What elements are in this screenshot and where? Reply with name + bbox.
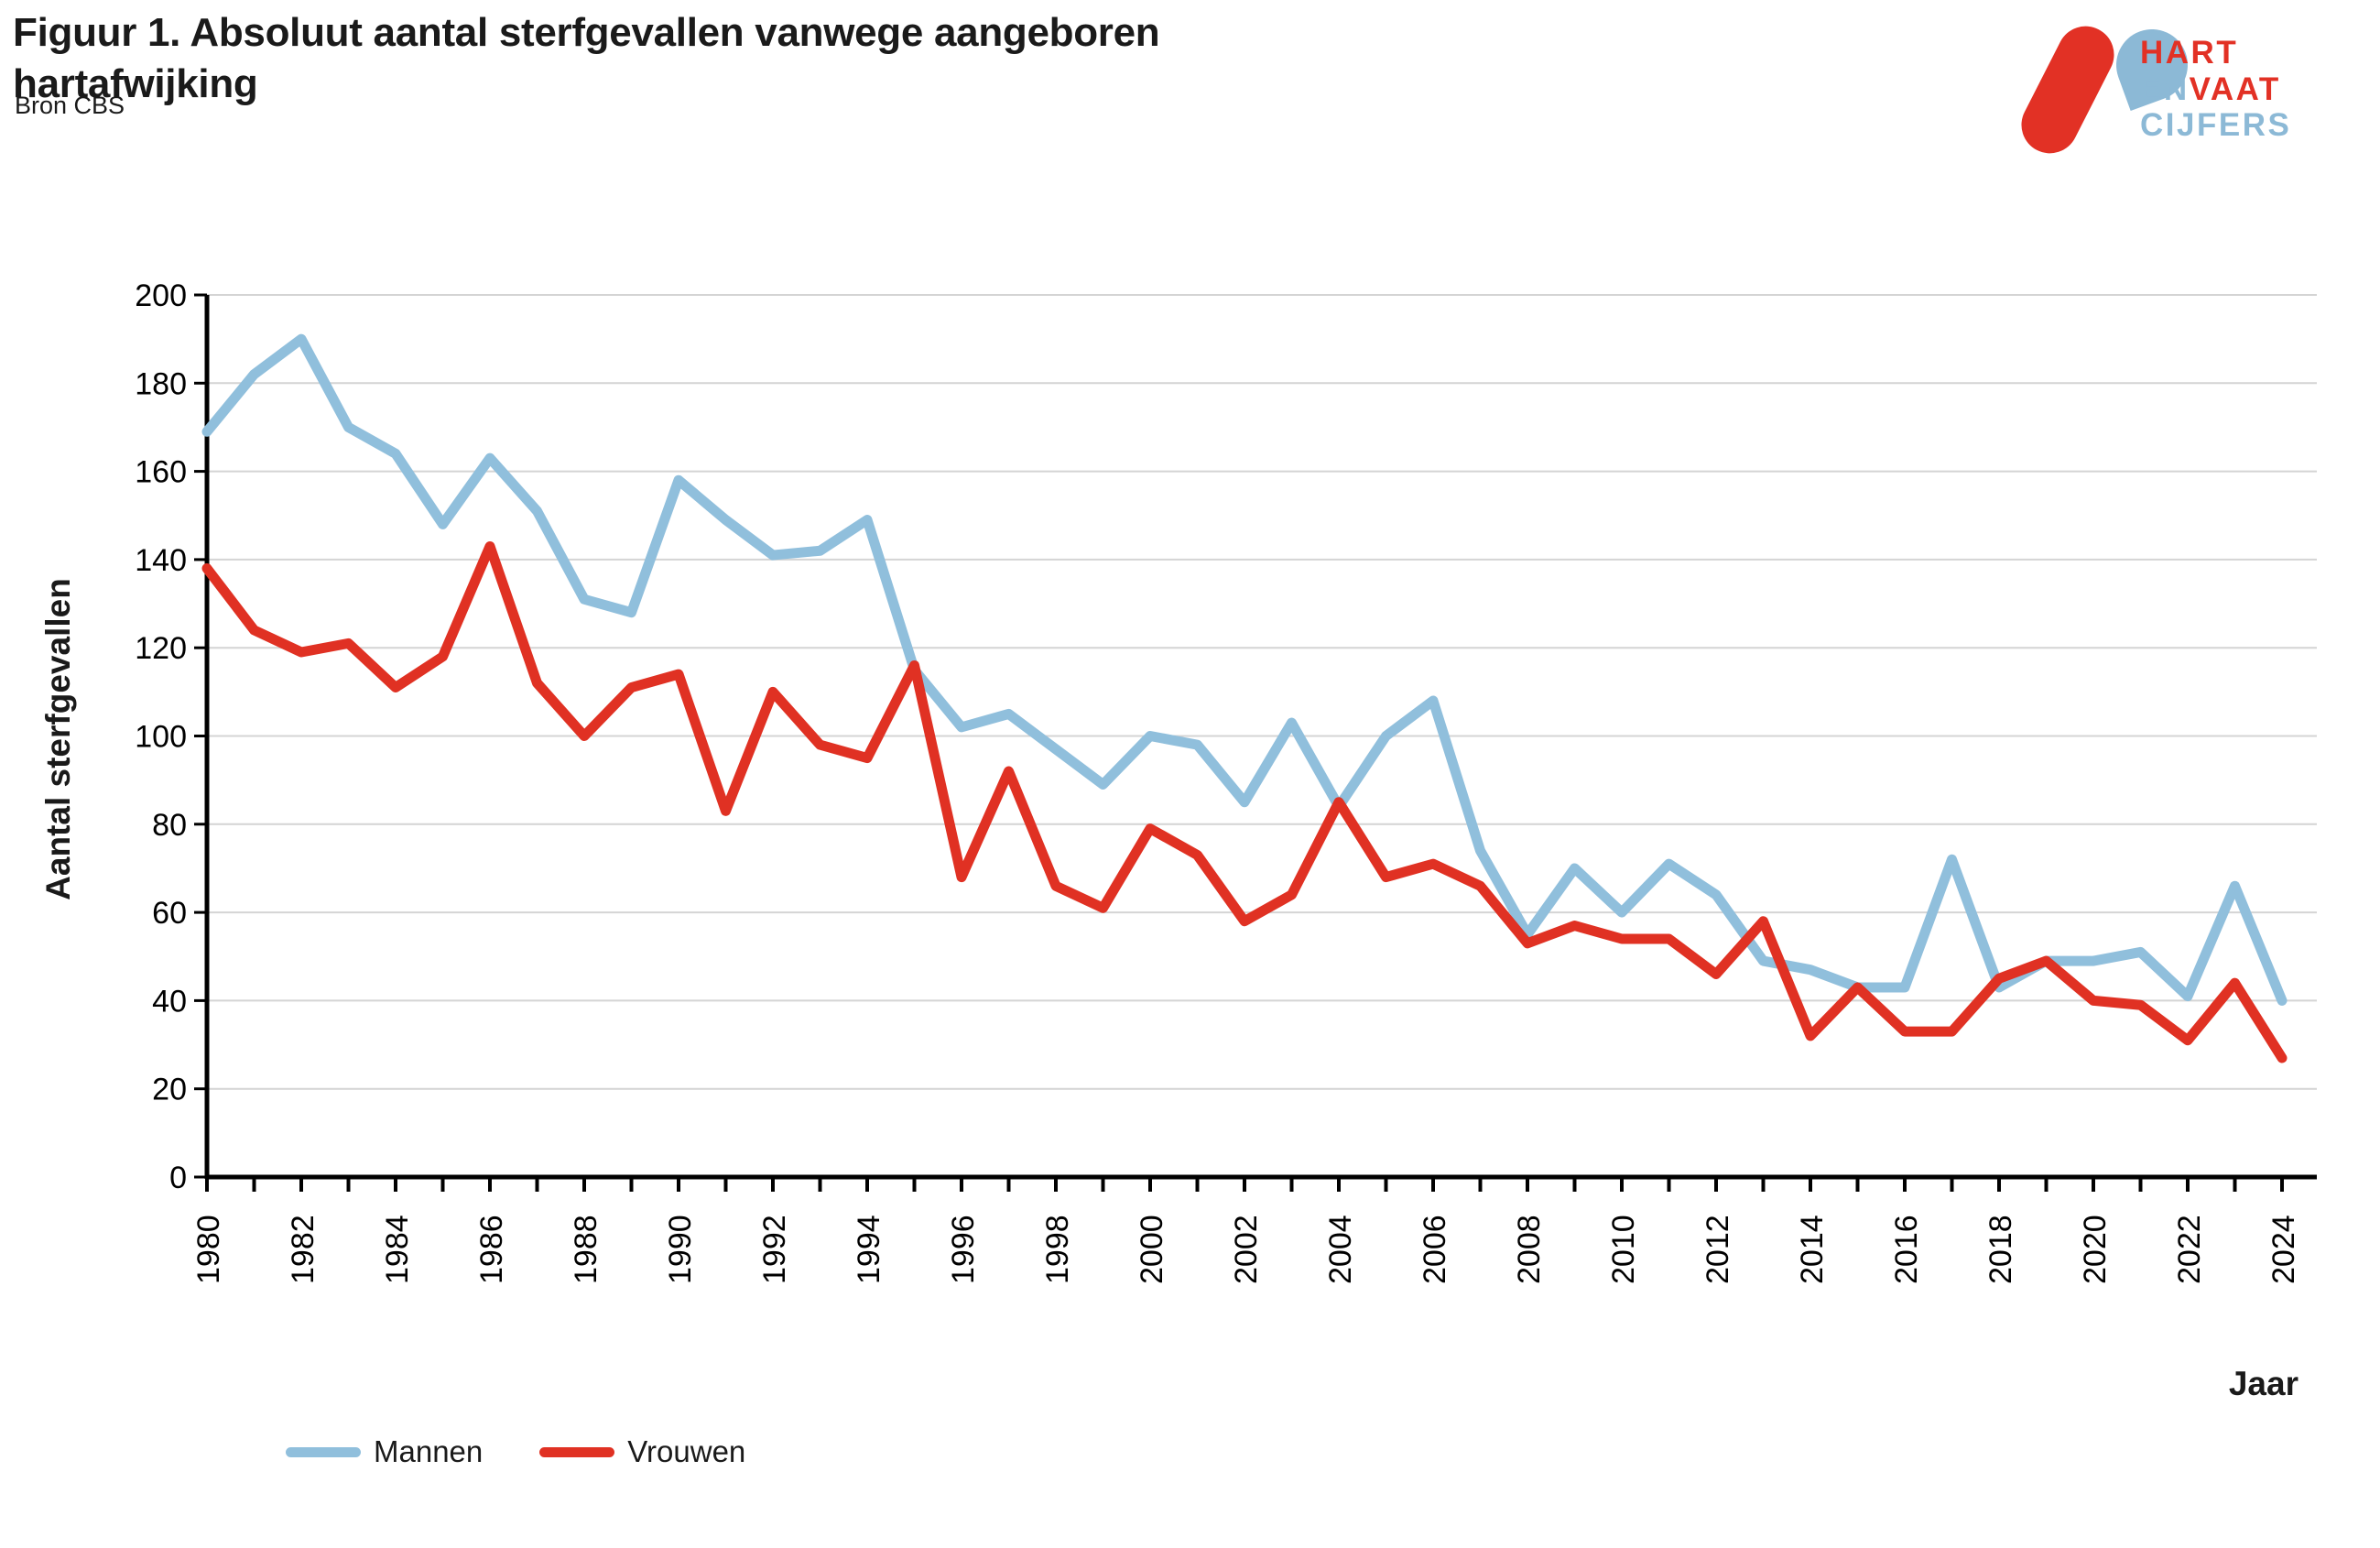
logo-word-en: EN xyxy=(2140,71,2190,107)
x-tick-label: 2016 xyxy=(1889,1215,1924,1284)
x-tick-label: 1988 xyxy=(569,1215,603,1284)
hartenvaatcijfers-logo: HART ENVAAT CIJFERS xyxy=(2010,16,2340,177)
x-tick-label: 2024 xyxy=(2266,1215,2301,1284)
x-tick-label: 1980 xyxy=(191,1215,226,1284)
logo-word-hart: HART xyxy=(2140,35,2239,71)
logo-word-cijfers: CIJFERS xyxy=(2140,107,2292,144)
series-line-mannen xyxy=(201,333,2288,1006)
x-tick-label: 1992 xyxy=(757,1215,792,1284)
x-tick-label: 1990 xyxy=(663,1215,698,1284)
y-tick-label: 20 xyxy=(152,1073,187,1107)
legend-label-mannen: Mannen xyxy=(374,1434,484,1468)
x-tick-label: 1998 xyxy=(1040,1215,1075,1284)
y-tick-label: 120 xyxy=(135,631,187,666)
page-title: Figuur 1. Absoluut aantal sterfgevallen … xyxy=(13,10,1160,107)
legend-label-vrouwen: Vrouwen xyxy=(627,1434,746,1468)
x-tick-label: 1984 xyxy=(380,1215,415,1284)
x-tick-label: 2004 xyxy=(1323,1215,1358,1284)
y-tick-label: 40 xyxy=(152,984,187,1019)
legend-swatch-vrouwen xyxy=(539,1446,615,1457)
legend: Mannen Vrouwen xyxy=(286,1434,745,1469)
x-tick-label: 2000 xyxy=(1135,1215,1169,1284)
y-tick-label: 180 xyxy=(135,366,187,401)
x-tick-label: 2010 xyxy=(1606,1215,1641,1284)
x-tick-label: 2006 xyxy=(1418,1215,1452,1284)
y-tick-label: 160 xyxy=(135,455,187,490)
y-tick-label: 60 xyxy=(152,896,187,931)
x-tick-label: 2014 xyxy=(1795,1215,1830,1284)
x-tick-label: 2002 xyxy=(1229,1215,1264,1284)
x-tick-label: 2012 xyxy=(1701,1215,1735,1284)
x-tick-label: 1986 xyxy=(474,1215,509,1284)
y-tick-label: 0 xyxy=(169,1161,187,1195)
legend-swatch-mannen xyxy=(286,1446,361,1457)
y-axis-title: Aantal sterfgevallen xyxy=(39,578,77,900)
source-label: Bron CBS xyxy=(15,92,125,119)
x-tick-label: 1996 xyxy=(946,1215,981,1284)
x-tick-label: 2018 xyxy=(1983,1215,2018,1284)
legend-item-mannen: Mannen xyxy=(286,1434,483,1469)
x-tick-label: 1982 xyxy=(286,1215,321,1284)
x-axis-title: Jaar xyxy=(2228,1365,2298,1402)
x-tick-label: 2022 xyxy=(2172,1215,2207,1284)
x-tick-label: 1994 xyxy=(852,1215,886,1284)
y-tick-label: 140 xyxy=(135,543,187,578)
series-line-vrouwen xyxy=(201,540,2288,1063)
x-tick-label: 2008 xyxy=(1512,1215,1547,1284)
y-tick-label: 200 xyxy=(135,278,187,313)
x-tick-label: 2020 xyxy=(2078,1215,2113,1284)
y-tick-label: 80 xyxy=(152,808,187,843)
logo-word-vaat: VAAT xyxy=(2189,71,2281,107)
legend-item-vrouwen: Vrouwen xyxy=(539,1434,745,1469)
y-tick-label: 100 xyxy=(135,720,187,755)
logo-wordmark: HART ENVAAT CIJFERS xyxy=(2140,35,2291,144)
